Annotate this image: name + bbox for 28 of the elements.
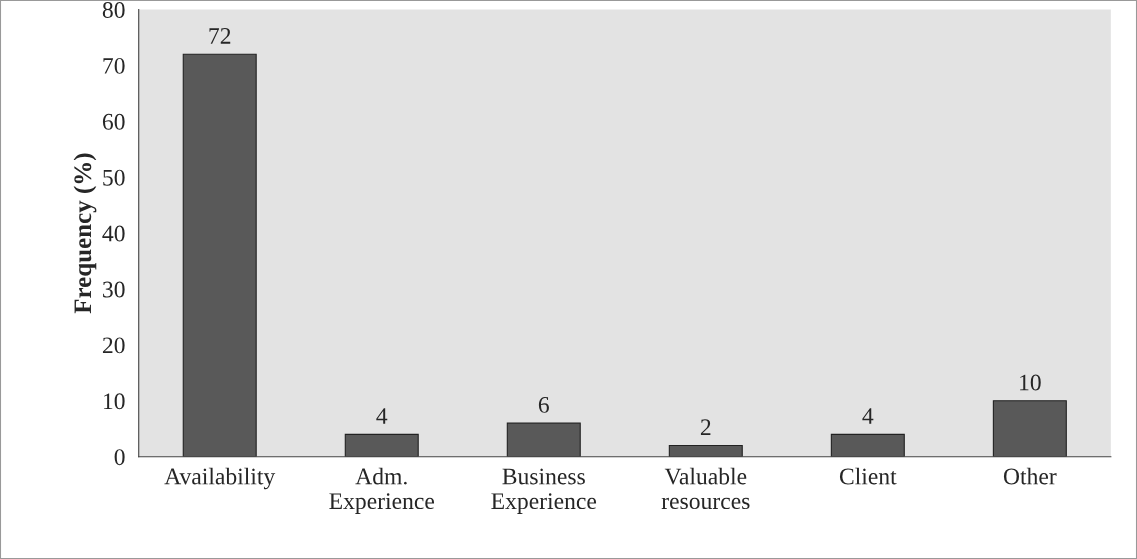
- data-label: 4: [376, 408, 388, 424]
- data-label: 2: [700, 419, 711, 435]
- x-tick-label: Other: [1003, 467, 1057, 485]
- y-tick-label: 10: [103, 393, 125, 410]
- data-label: 10: [1020, 374, 1041, 391]
- x-tick-label: Availability: [164, 467, 276, 490]
- y-tick-label: 60: [102, 113, 125, 130]
- y-tick-label: 80: [102, 1, 125, 18]
- y-tick-label: 0: [114, 449, 125, 466]
- x-tick-label: Valuable resources: [661, 467, 750, 510]
- bar: [182, 53, 257, 457]
- data-label: 72: [209, 28, 231, 44]
- y-axis-title: Frequency (%): [73, 153, 97, 314]
- data-label: 4: [862, 408, 874, 424]
- bar: [992, 400, 1067, 457]
- y-tick-label: 20: [102, 337, 125, 354]
- bar: [668, 444, 743, 457]
- bar: [830, 433, 905, 457]
- data-label: 6: [538, 396, 549, 413]
- bar: [344, 433, 419, 457]
- y-tick-label: 40: [102, 225, 125, 242]
- bar: [506, 422, 581, 457]
- x-tick-label: Business Experience: [491, 468, 597, 514]
- x-tick-label: Client: [839, 467, 897, 485]
- x-tick-label: Adm. Experience: [329, 467, 435, 514]
- y-tick-label: 30: [103, 281, 125, 298]
- y-tick-label: 70: [103, 57, 125, 74]
- y-tick-label: 50: [103, 169, 125, 186]
